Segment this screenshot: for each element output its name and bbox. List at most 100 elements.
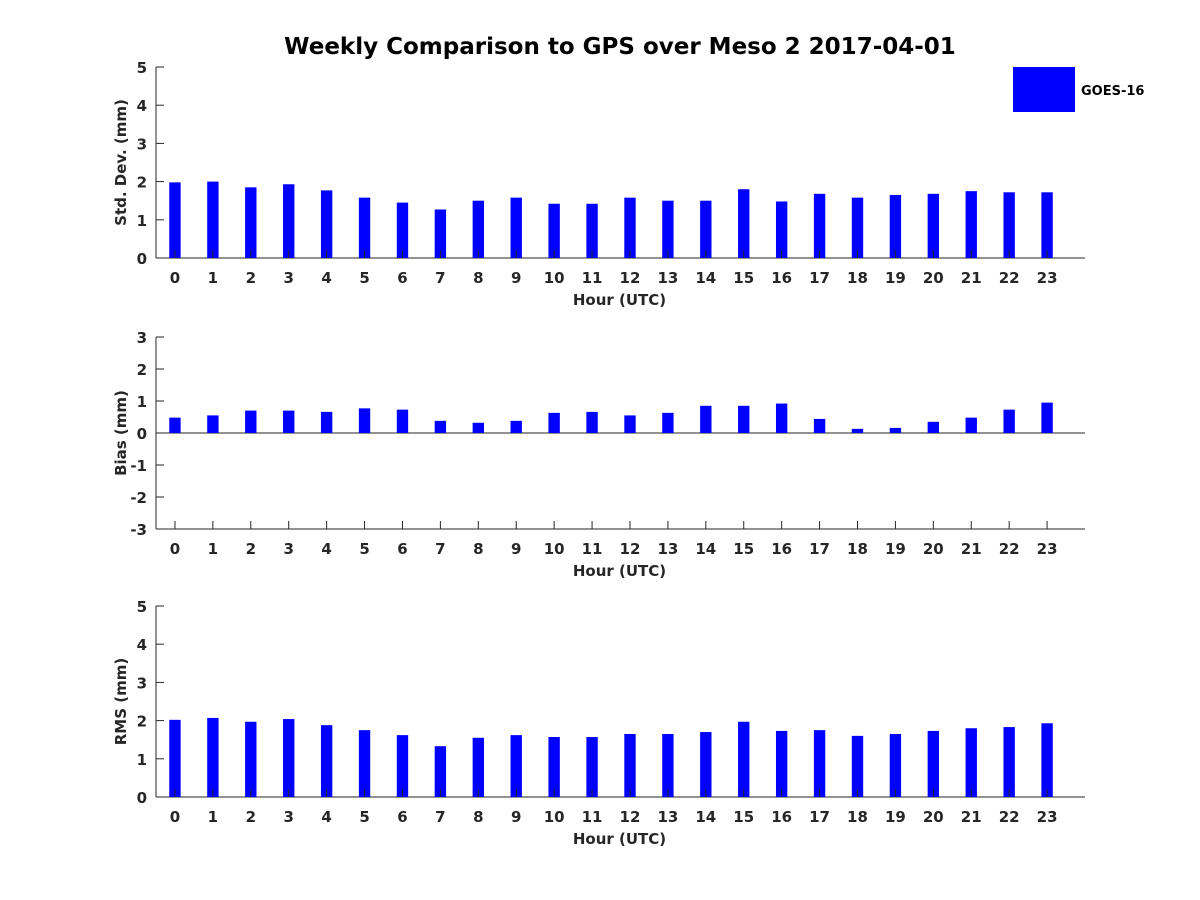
bar [927,193,940,258]
x-tick-label: 1 [208,269,218,287]
x-tick-label: 6 [397,808,407,826]
x-tick-label: 14 [695,808,716,826]
bar [472,200,484,258]
bar [624,415,636,433]
x-tick-label: 2 [246,269,256,287]
y-tick-label: 3 [137,674,147,692]
bar [700,405,712,433]
y-tick-label: -2 [130,489,147,507]
x-tick-label: 16 [771,540,792,558]
x-tick-label: 13 [657,540,678,558]
bar [851,428,864,433]
y-tick-label: 0 [137,250,147,268]
bar [548,737,560,797]
bar [775,730,788,797]
x-tick-label: 4 [321,808,331,826]
bar [586,737,598,797]
legend: GOES-16 [1013,67,1144,112]
x-tick-label: 3 [283,540,293,558]
bar [662,200,674,258]
y-tick-label: 2 [137,174,147,192]
bar [320,411,333,433]
bar [207,415,219,433]
x-tick-label: 16 [771,269,792,287]
x-axis-label: Hour (UTC) [573,562,666,580]
y-tick-label: 2 [137,361,147,379]
y-tick-label: -3 [130,521,147,539]
y-tick-label: -1 [130,457,147,475]
x-tick-label: 2 [246,808,256,826]
y-tick-label: 1 [137,393,147,411]
bar [1041,402,1053,433]
bar [283,410,295,433]
x-tick-label: 8 [473,540,483,558]
x-tick-label: 5 [359,540,369,558]
bar [1041,192,1053,258]
y-tick-label: 3 [137,135,147,153]
bar [320,725,333,797]
bar [510,197,522,258]
bar [358,408,371,433]
x-tick-label: 16 [771,808,792,826]
bar [434,209,447,258]
x-tick-label: 15 [733,540,754,558]
bar [245,187,257,258]
x-tick-label: 12 [620,808,641,826]
bar [169,417,181,433]
bar [889,733,902,797]
x-tick-label: 23 [1037,540,1058,558]
x-tick-label: 13 [657,808,678,826]
x-tick-label: 17 [809,269,830,287]
bar [738,721,750,797]
bar [283,184,295,258]
x-tick-label: 6 [397,269,407,287]
bar [775,201,788,258]
bar [813,730,826,797]
bar [548,412,560,433]
bar [700,732,712,797]
bar [738,189,750,258]
x-tick-label: 15 [733,269,754,287]
x-tick-label: 10 [544,808,565,826]
bar [927,421,940,433]
bar [738,405,750,433]
bar [927,730,940,797]
x-tick-label: 3 [283,808,293,826]
bar [396,409,409,433]
legend-swatch [1013,67,1075,112]
y-tick-label: 5 [137,59,147,77]
x-tick-label: 18 [847,808,868,826]
bar [358,730,371,797]
bar [965,728,977,797]
bar [396,202,409,258]
bar [965,417,977,433]
x-tick-label: 18 [847,540,868,558]
bar [169,719,181,797]
x-tick-label: 17 [809,808,830,826]
x-tick-label: 1 [208,540,218,558]
x-tick-label: 7 [435,808,445,826]
bar [358,197,371,258]
bar [472,737,484,797]
x-tick-label: 15 [733,808,754,826]
x-tick-label: 9 [511,540,521,558]
x-tick-label: 11 [582,540,603,558]
x-tick-label: 17 [809,540,830,558]
bar [1003,409,1015,433]
x-tick-label: 19 [885,808,906,826]
x-tick-label: 10 [544,540,565,558]
bar [662,733,674,797]
bar [320,190,333,258]
bar [548,203,560,258]
bar [472,422,484,433]
bar [207,181,219,258]
y-tick-label: 1 [137,212,147,230]
x-tick-label: 21 [961,808,982,826]
bar [851,735,864,797]
y-tick-label: 4 [137,636,147,654]
x-tick-label: 19 [885,269,906,287]
y-tick-label: 2 [137,713,147,731]
x-tick-label: 5 [359,269,369,287]
bar [775,403,788,433]
